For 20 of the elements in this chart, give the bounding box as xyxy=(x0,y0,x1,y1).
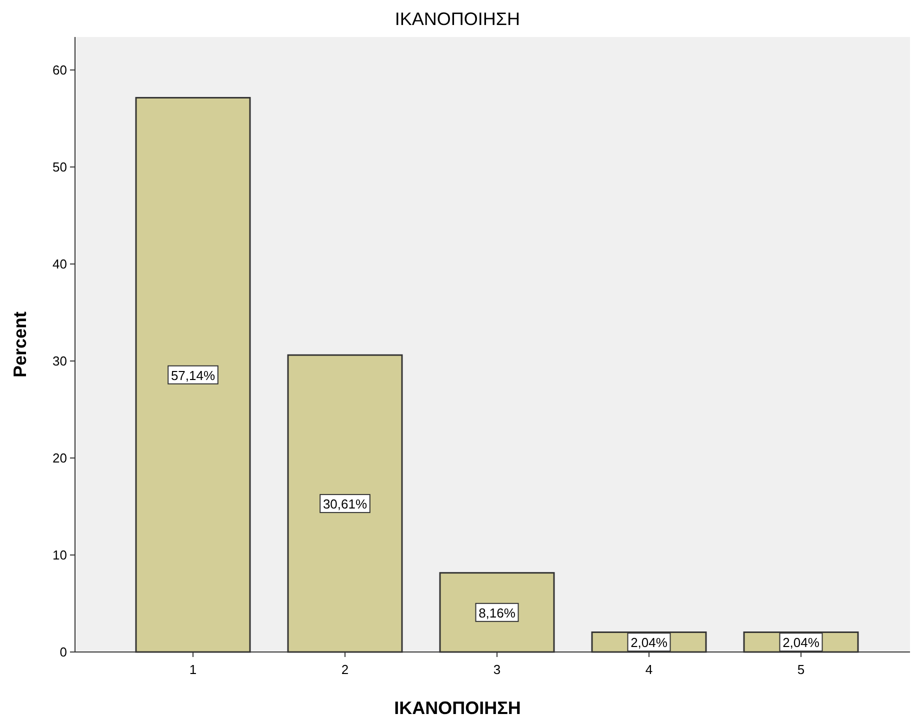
y-tick-label: 30 xyxy=(52,353,67,368)
y-tick-label: 20 xyxy=(52,450,67,466)
data-label: 30,61% xyxy=(322,496,368,512)
x-tick-label: 2 xyxy=(341,662,349,677)
y-tick-label: 50 xyxy=(52,159,67,174)
x-tick-label: 5 xyxy=(797,662,805,677)
y-tick-label: 10 xyxy=(52,547,67,562)
y-axis-title: Percent xyxy=(10,311,30,378)
x-axis-title: ΙΚΑΝΟΠΟΙΗΣΗ xyxy=(394,698,521,718)
y-tick-label: 0 xyxy=(60,644,67,660)
chart-title: ΙΚΑΝΟΠΟΙΗΣΗ xyxy=(394,9,520,29)
x-tick-label: 4 xyxy=(645,662,653,677)
x-tick-label: 3 xyxy=(493,662,501,677)
y-tick-label: 60 xyxy=(52,62,67,78)
data-label: 2,04% xyxy=(782,635,820,650)
data-label: 8,16% xyxy=(478,605,516,620)
data-label: 57,14% xyxy=(170,368,216,383)
x-tick-label: 1 xyxy=(189,662,197,677)
data-label: 2,04% xyxy=(630,635,668,650)
y-tick-label: 40 xyxy=(52,256,67,272)
